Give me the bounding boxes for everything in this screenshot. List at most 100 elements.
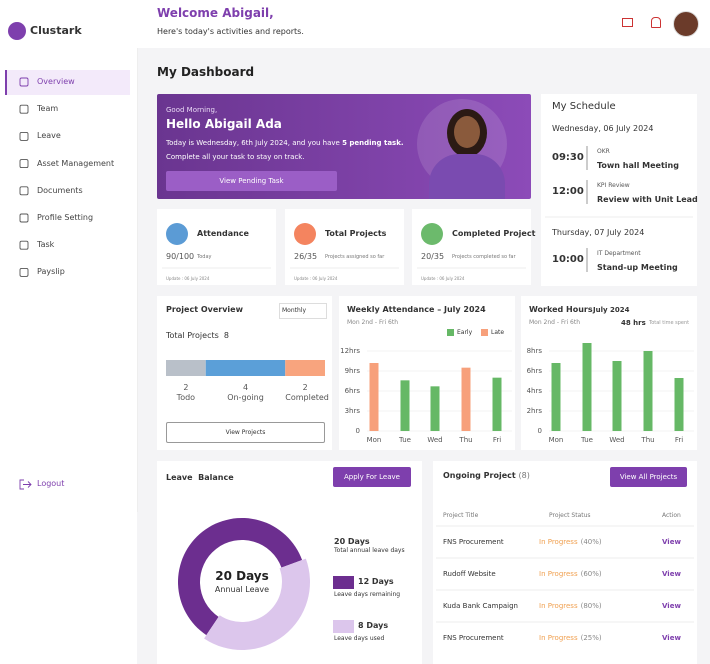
schedule-date: Wednesday, 06 July 2024	[552, 124, 654, 133]
bar	[369, 363, 379, 431]
bell-icon[interactable]	[651, 17, 661, 28]
project-status: In Progress (80%)	[539, 600, 605, 612]
leave-total-note: Total annual leave days	[334, 547, 405, 554]
stat-card	[285, 209, 404, 285]
project-status: In Progress (40%)	[539, 536, 605, 548]
brand: Clustark	[30, 24, 82, 37]
apply-button[interactable]: Apply For Leave	[333, 467, 411, 487]
nav-active	[5, 70, 130, 95]
pending-button[interactable]: View Pending Task	[166, 171, 337, 191]
event-time: 09:30	[552, 152, 584, 163]
bar	[551, 363, 561, 431]
segment-value: 4	[242, 383, 249, 392]
nav-icon	[19, 77, 29, 87]
event-name: Town hall Meeting	[597, 161, 679, 170]
total-projects: Total Projects 8	[166, 330, 229, 342]
nav-item[interactable]: Team	[37, 104, 59, 114]
project-title: FNS Procurement	[443, 634, 504, 642]
stat-icon	[294, 223, 316, 245]
banner-line-bold: 5 pending task.	[342, 139, 404, 147]
mail-icon[interactable]	[622, 18, 633, 27]
welcome: Welcome Abigail,	[157, 6, 274, 20]
stat-value: 90/100	[166, 252, 195, 261]
view-action[interactable]: View	[662, 602, 681, 610]
column-header: Action	[662, 512, 681, 519]
page-title: My Dashboard	[157, 65, 255, 79]
bar	[612, 361, 622, 431]
status-status: In Progress	[539, 634, 578, 642]
y-tick-label: 0	[355, 427, 360, 435]
y-tick-label: 2hrs	[526, 407, 542, 415]
project-title: Rudoff Website	[443, 570, 496, 578]
filter[interactable]: Monthly	[279, 303, 327, 319]
donut-label: Annual Leave	[214, 585, 270, 594]
segment-value: 2	[183, 383, 189, 392]
avatar[interactable]	[673, 11, 699, 37]
view-action[interactable]: View	[662, 570, 681, 578]
nav-item[interactable]: Documents	[37, 185, 83, 195]
project-title: Kuda Bank Campaign	[443, 602, 518, 610]
x-tick-label: Thu	[459, 436, 473, 444]
y-tick-label: 9hrs	[344, 367, 360, 375]
status-status: In Progress	[539, 602, 578, 610]
project-status: In Progress (25%)	[539, 632, 605, 644]
ongoing-count: (8)	[518, 471, 530, 480]
logout[interactable]: Logout	[37, 479, 65, 488]
donut-segment	[204, 558, 310, 650]
nav-icon	[19, 186, 29, 196]
leave-note: Leave days remaining	[334, 591, 401, 598]
stat-value: 26/35	[294, 252, 318, 261]
person-face	[454, 116, 480, 148]
project-title: FNS Procurement	[443, 538, 504, 546]
bar	[430, 386, 440, 431]
donut-segment	[178, 517, 303, 636]
legend-swatch	[333, 576, 354, 589]
status-progress: (25%)	[580, 634, 602, 642]
chart-title: Weekly Attendance – July 2024	[347, 305, 486, 314]
banner-line-text: Today is Wednesday, 6th July 2024, and y…	[166, 139, 343, 147]
x-tick-label: Tue	[581, 436, 593, 444]
nav-item[interactable]: Profile Setting	[37, 213, 94, 222]
view-projects[interactable]: View Projects	[166, 422, 325, 443]
event-tag: KPI Review	[597, 182, 630, 189]
attendance-card	[339, 296, 515, 450]
person-body	[429, 154, 505, 199]
view-all-button[interactable]: View All Projects	[610, 467, 687, 487]
leave-label: 12 Days	[358, 577, 394, 586]
event-name: Review with Unit Lead	[597, 195, 698, 204]
leave-note: Leave days used	[334, 635, 385, 642]
leave-label: 8 Days	[358, 621, 389, 630]
x-tick-label: Mon	[366, 436, 382, 444]
stat-title: Total Projects	[325, 229, 387, 238]
nav-icon	[19, 159, 29, 169]
legend-swatch	[481, 329, 488, 336]
legend-label: Early	[457, 329, 473, 336]
x-tick-label: Fri	[674, 436, 684, 444]
chart-month: July 2024	[593, 306, 630, 314]
nav-item[interactable]: Leave	[37, 131, 61, 141]
nav-item[interactable]: Payslip	[37, 267, 65, 277]
chart-title: Worked Hours	[529, 305, 593, 314]
y-tick-label: 12hrs	[340, 347, 360, 355]
status-status: In Progress	[539, 538, 578, 546]
stat-note: Projects completed so far	[452, 254, 516, 260]
nav-item[interactable]: Overview	[37, 77, 75, 86]
subtitle: Here's today's activities and reports.	[157, 27, 304, 36]
banner-line: Today is Wednesday, 6th July 2024, and y…	[166, 137, 404, 149]
y-tick-label: 6hrs	[526, 367, 542, 375]
status-progress: (60%)	[580, 570, 602, 578]
y-tick-label: 4hrs	[526, 387, 542, 395]
view-action[interactable]: View	[662, 538, 681, 546]
column-header: Project Title	[443, 512, 479, 519]
column-header: Project Status	[549, 512, 591, 519]
event-tag: IT Department	[597, 250, 641, 257]
nav-item[interactable]: Asset Management	[37, 158, 115, 168]
bar	[582, 343, 592, 431]
schedule-title: My Schedule	[552, 101, 616, 112]
nav-icon	[19, 240, 29, 250]
nav-item[interactable]: Task	[37, 240, 55, 250]
leave-title: Leave Balance	[166, 473, 234, 482]
y-tick-label: 8hrs	[526, 347, 542, 355]
legend-swatch	[333, 620, 354, 633]
view-action[interactable]: View	[662, 634, 681, 642]
